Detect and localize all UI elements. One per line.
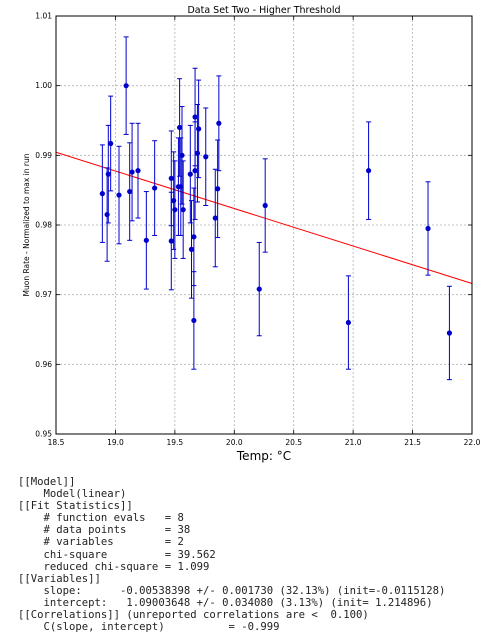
y-tick-label: 0.96: [35, 360, 52, 369]
report-line: [[Correlations]] (unreported correlation…: [18, 609, 369, 622]
y-tick-label: 1.01: [35, 12, 52, 21]
x-tick-label: 19.5: [167, 438, 184, 447]
data-point: [171, 198, 177, 204]
data-point: [143, 237, 149, 243]
data-point: [116, 192, 122, 198]
data-point: [179, 152, 185, 158]
data-point: [262, 202, 268, 209]
report-line: slope: -0.00538398 +/- 0.001730 (32.13%)…: [18, 584, 446, 597]
data-point: [177, 124, 183, 131]
x-axis-label: Temp: °C: [236, 449, 291, 463]
chart-title: Data Set Two - Higher Threshold: [187, 5, 340, 16]
fit-report: [[Model]] Model(linear) [[Fit Statistics…: [18, 476, 445, 633]
data-point: [192, 114, 198, 120]
data-point: [105, 171, 111, 177]
data-point: [196, 126, 202, 132]
data-point: [187, 171, 193, 177]
data-point: [345, 319, 351, 326]
data-point: [127, 188, 133, 195]
data-point: [191, 234, 197, 240]
y-tick-label: 0.95: [35, 430, 52, 439]
data-point: [203, 154, 209, 160]
data-point: [168, 238, 174, 244]
report-line: intercept: 1.09003648 +/- 0.034080 (3.13…: [18, 596, 433, 609]
y-tick-label: 1.00: [35, 81, 52, 90]
data-point: [256, 286, 262, 292]
x-tick-label: 18.5: [48, 438, 65, 447]
report-line: [[Model]]: [18, 476, 76, 488]
data-point: [178, 184, 184, 190]
data-point: [152, 185, 158, 191]
data-point: [188, 246, 195, 252]
data-point: [123, 83, 129, 89]
axis-ticks: 18.5 19.0 19.5 20.0 20.5 21.0 21.5 22.0 0.95 0.96…: [35, 12, 480, 448]
grid: [56, 16, 472, 434]
data-point: [365, 168, 372, 174]
data-points-layer: [99, 36, 453, 381]
report-line: Model(linear): [18, 488, 127, 501]
chart: Data Set Two - Higher Threshold 18.5 19.0…: [22, 5, 481, 463]
y-tick-label: 0.99: [35, 151, 52, 160]
report-line: reduced chi-square = 1.099: [18, 560, 210, 573]
y-axis-label: Muon Rate - Normalized to max in run: [22, 153, 31, 296]
x-tick-label: 21.0: [345, 438, 362, 447]
data-point: [104, 211, 110, 218]
x-tick-label: 19.0: [107, 438, 124, 447]
data-point: [168, 175, 174, 181]
data-point: [180, 207, 186, 213]
data-point: [215, 186, 221, 192]
data-point: [191, 317, 197, 324]
data-point: [129, 169, 135, 175]
x-tick-label: 21.5: [404, 438, 421, 447]
data-point: [192, 168, 198, 174]
data-point: [194, 150, 201, 156]
data-point: [446, 330, 453, 336]
report-line: # variables = 2: [18, 536, 184, 549]
report-line: # data points = 38: [18, 524, 191, 537]
data-point: [216, 120, 222, 126]
x-tick-label: 20.0: [226, 438, 243, 447]
report-line: # function evals = 8: [18, 512, 184, 525]
data-point: [108, 140, 114, 147]
x-tick-label: 20.5: [285, 438, 302, 447]
fit-line: [55, 151, 473, 284]
data-point: [135, 168, 141, 174]
data-point: [212, 215, 218, 221]
report-line: C(slope, intercept) = -0.999: [18, 621, 280, 634]
data-point: [99, 191, 105, 197]
data-point: [425, 225, 431, 232]
report-line: [[Variables]]: [18, 572, 101, 585]
data-point: [172, 207, 178, 213]
x-tick-label: 22.0: [464, 438, 481, 447]
report-line: [[Fit Statistics]]: [18, 500, 133, 513]
y-tick-label: 0.98: [35, 221, 52, 230]
fit-line-layer: [55, 151, 473, 284]
y-tick-label: 0.97: [35, 290, 52, 299]
report-line: chi-square = 39.562: [18, 548, 216, 561]
